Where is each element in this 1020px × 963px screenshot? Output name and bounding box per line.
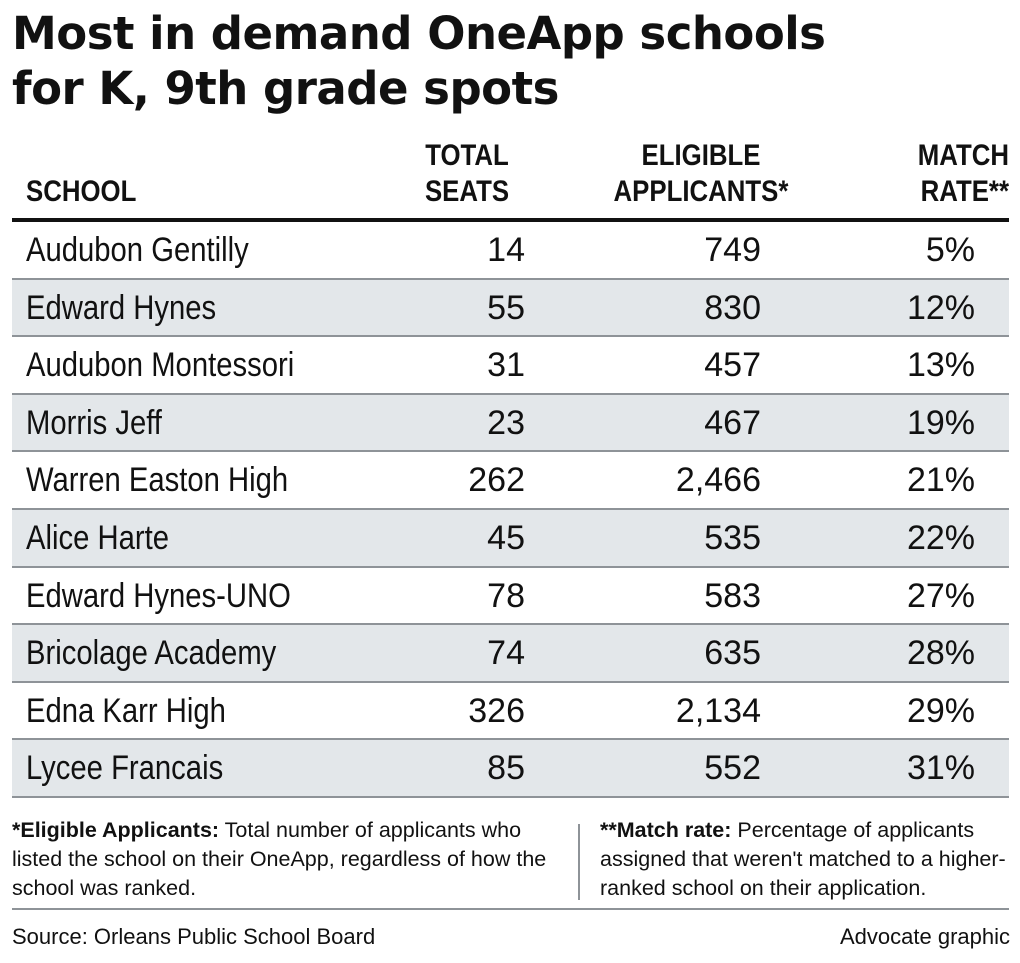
cell-total-seats: 74 xyxy=(487,634,525,673)
cell-total-seats: 55 xyxy=(487,288,525,327)
table-row: Edward Hynes-UNO 78 583 27% xyxy=(12,568,1009,626)
cell-eligible-applicants: 749 xyxy=(704,231,761,269)
cell-eligible-applicants: 635 xyxy=(704,634,761,673)
cell-eligible-applicants: 552 xyxy=(704,749,761,788)
credit-line: Advocate graphic xyxy=(840,924,1010,949)
cell-eligible-applicants: 457 xyxy=(704,346,761,385)
cell-match-rate: 21% xyxy=(906,461,975,500)
table-row: Lycee Francais 85 552 31% xyxy=(12,740,1009,798)
cell-match-rate: 19% xyxy=(906,403,975,442)
footnote-match-rate: **Match rate: Percentage of applicants a… xyxy=(600,816,1012,903)
cell-match-rate: 28% xyxy=(906,634,975,673)
cell-match-rate: 31% xyxy=(906,749,975,788)
schools-table: SCHOOL TOTAL SEATS ELIGIBLE APPLICANTS* … xyxy=(12,139,1009,798)
cell-school: Audubon Montessori xyxy=(26,346,295,385)
table-row: Edna Karr High 326 2,134 29% xyxy=(12,683,1009,741)
cell-eligible-applicants: 2,466 xyxy=(675,461,761,500)
footnote-rate-term: **Match rate: xyxy=(600,818,732,842)
header-match-rate: MATCH RATE** xyxy=(917,139,1009,208)
table-row: Audubon Montessori 31 457 13% xyxy=(12,337,1009,395)
cell-match-rate: 22% xyxy=(906,518,975,557)
title-line-1: Most in demand OneApp schools xyxy=(12,7,826,60)
cell-eligible-applicants: 467 xyxy=(704,403,761,442)
footnote-eligible-applicants: *Eligible Applicants: Total number of ap… xyxy=(12,816,552,903)
source-line: Source: Orleans Public School Board xyxy=(12,924,376,949)
cell-school: Lycee Francais xyxy=(26,749,224,788)
cell-match-rate: 13% xyxy=(906,346,975,385)
cell-eligible-applicants: 535 xyxy=(704,518,761,557)
cell-total-seats: 78 xyxy=(487,576,525,615)
table-row: Edward Hynes 55 830 12% xyxy=(12,279,1009,338)
cell-total-seats: 23 xyxy=(487,403,525,442)
cell-school: Alice Harte xyxy=(26,518,170,557)
cell-match-rate: 27% xyxy=(906,576,975,615)
table-row: Morris Jeff 23 467 19% xyxy=(12,394,1009,453)
cell-total-seats: 262 xyxy=(468,461,525,500)
cell-school: Edna Karr High xyxy=(26,691,226,730)
cell-school: Morris Jeff xyxy=(26,403,162,442)
footnote-rate-text: Percentage of applicants assigned that w… xyxy=(600,818,1006,900)
footnote-divider xyxy=(578,824,580,900)
header-total-seats: TOTAL SEATS xyxy=(424,139,510,208)
cell-school: Audubon Gentilly xyxy=(26,231,249,269)
table-header: SCHOOL TOTAL SEATS ELIGIBLE APPLICANTS* … xyxy=(12,139,1009,222)
cell-total-seats: 85 xyxy=(487,749,525,788)
cell-match-rate: 5% xyxy=(925,231,975,269)
cell-school: Bricolage Academy xyxy=(26,634,277,673)
table-row: Audubon Gentilly 14 749 5% xyxy=(12,222,1009,280)
footnote-eligible-term: *Eligible Applicants: xyxy=(12,818,220,842)
title-line-2: for K, 9th grade spots xyxy=(12,62,559,115)
chart-title: Most in demand OneApp schools for K, 9th… xyxy=(12,6,1012,116)
cell-total-seats: 45 xyxy=(487,518,525,557)
cell-total-seats: 31 xyxy=(487,346,525,385)
table-row: Alice Harte 45 535 22% xyxy=(12,509,1009,568)
header-eligible-applicants: ELIGIBLE APPLICANTS* xyxy=(613,139,789,208)
cell-match-rate: 29% xyxy=(906,691,975,730)
footnotes: *Eligible Applicants: Total number of ap… xyxy=(12,816,1009,902)
cell-school: Edward Hynes xyxy=(26,288,217,327)
table-row: Bricolage Academy 74 635 28% xyxy=(12,625,1009,683)
cell-school: Edward Hynes-UNO xyxy=(26,576,291,615)
cell-eligible-applicants: 583 xyxy=(704,576,761,615)
header-school: SCHOOL xyxy=(26,175,137,208)
cell-match-rate: 12% xyxy=(906,288,975,327)
cell-school: Warren Easton High xyxy=(26,461,289,500)
cell-total-seats: 14 xyxy=(487,231,525,269)
footnote-eligible-text: Total number of applicants who listed th… xyxy=(12,818,547,900)
cell-eligible-applicants: 830 xyxy=(704,288,761,327)
cell-total-seats: 326 xyxy=(468,691,525,730)
cell-eligible-applicants: 2,134 xyxy=(675,691,761,730)
footer-divider xyxy=(12,908,1009,910)
table-row: Warren Easton High 262 2,466 21% xyxy=(12,452,1009,510)
